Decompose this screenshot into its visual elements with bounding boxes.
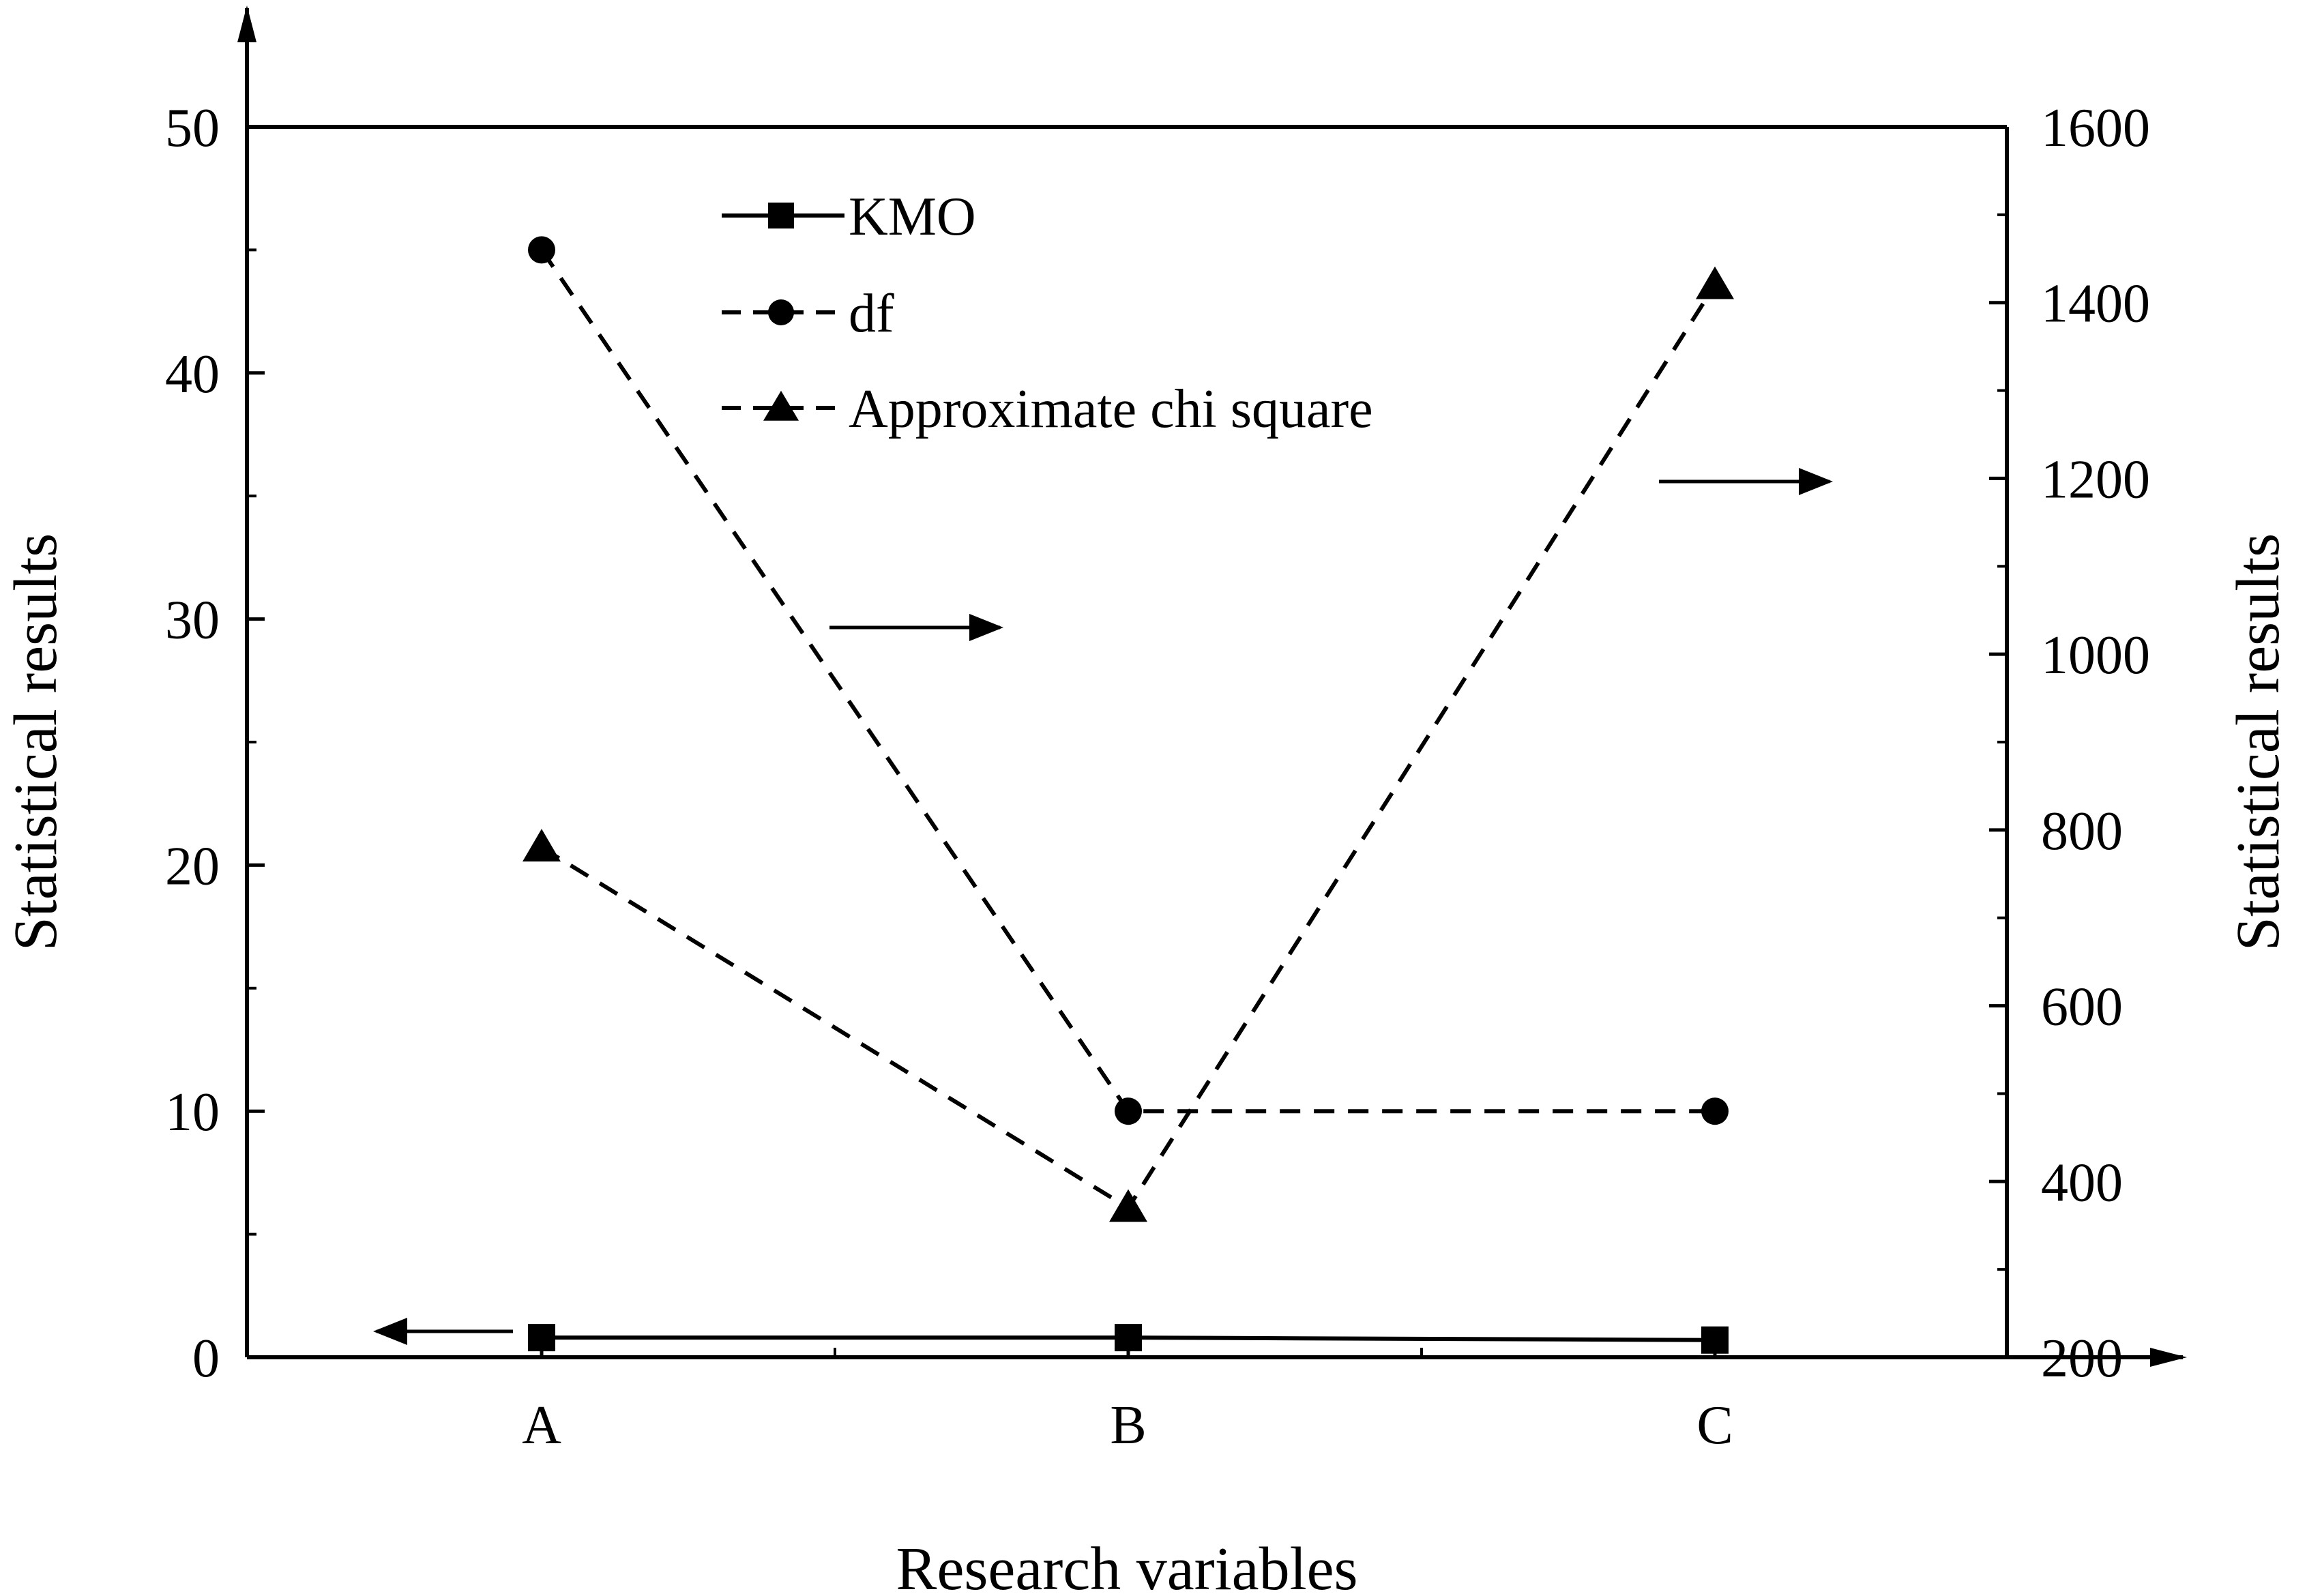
series-df: [528, 236, 1729, 1125]
right-tick-label: 400: [2041, 1153, 2123, 1213]
left-tick-label: 50: [165, 98, 220, 158]
left-tick-label: 40: [165, 344, 220, 404]
left-tick-label: 30: [165, 591, 220, 651]
legend-item: df: [722, 284, 894, 344]
right-tick-label: 1400: [2041, 274, 2150, 334]
right-tick-label: 1000: [2041, 625, 2150, 685]
right-axis-ticks: 200 400 600 800 1000 1200 1400 1600: [1989, 98, 2150, 1389]
right-y-axis-title: Statistical results: [2224, 533, 2292, 951]
series-layer: [523, 236, 1734, 1354]
series-approximate-chi-square: [523, 266, 1734, 1222]
legend: KMO df Approximate chi square: [722, 187, 1373, 439]
left-axis-arrowhead: [237, 5, 256, 42]
data-point-triangle: [1696, 266, 1734, 299]
legend-label: KMO: [849, 187, 976, 247]
plot-frame: [237, 5, 2187, 1367]
right-tick-label: 1600: [2041, 98, 2150, 158]
data-point-square: [1701, 1326, 1729, 1354]
left-axis-ticks: 0 10 20 30 40 50: [165, 98, 265, 1389]
legend-label: Approximate chi square: [849, 379, 1373, 439]
x-tick-label: B: [1110, 1395, 1146, 1455]
legend-marker-circle: [768, 299, 794, 325]
x-axis-title: Research variables: [896, 1535, 1357, 1596]
data-point-triangle: [1109, 1189, 1147, 1222]
data-point-square: [528, 1324, 555, 1352]
x-tick-label: C: [1696, 1395, 1733, 1455]
legend-item: KMO: [722, 187, 976, 247]
legend-item: Approximate chi square: [722, 379, 1373, 439]
legend-label: df: [849, 284, 894, 344]
legend-marker-square: [768, 203, 794, 228]
data-point-circle: [1115, 1097, 1142, 1125]
x-axis-ticks: A B C: [522, 1341, 1733, 1455]
data-point-square: [1115, 1324, 1142, 1352]
data-point-triangle: [523, 829, 561, 862]
right-tick-label: 200: [2041, 1329, 2123, 1389]
bottom-axis-arrowhead: [2150, 1348, 2187, 1367]
right-tick-label: 1200: [2041, 449, 2150, 509]
data-point-circle: [1701, 1097, 1729, 1125]
left-tick-label: 0: [192, 1329, 220, 1389]
data-point-circle: [528, 236, 555, 264]
x-tick-label: A: [522, 1395, 561, 1455]
axis-indicator-arrows: [373, 468, 1833, 1345]
left-tick-label: 20: [165, 836, 220, 896]
right-tick-label: 800: [2041, 801, 2123, 861]
right-tick-label: 600: [2041, 977, 2123, 1037]
left-tick-label: 10: [165, 1082, 220, 1142]
legend-marker-triangle: [763, 390, 799, 421]
left-y-axis-title: Statistical results: [2, 533, 70, 951]
series-kmo: [528, 1324, 1729, 1354]
